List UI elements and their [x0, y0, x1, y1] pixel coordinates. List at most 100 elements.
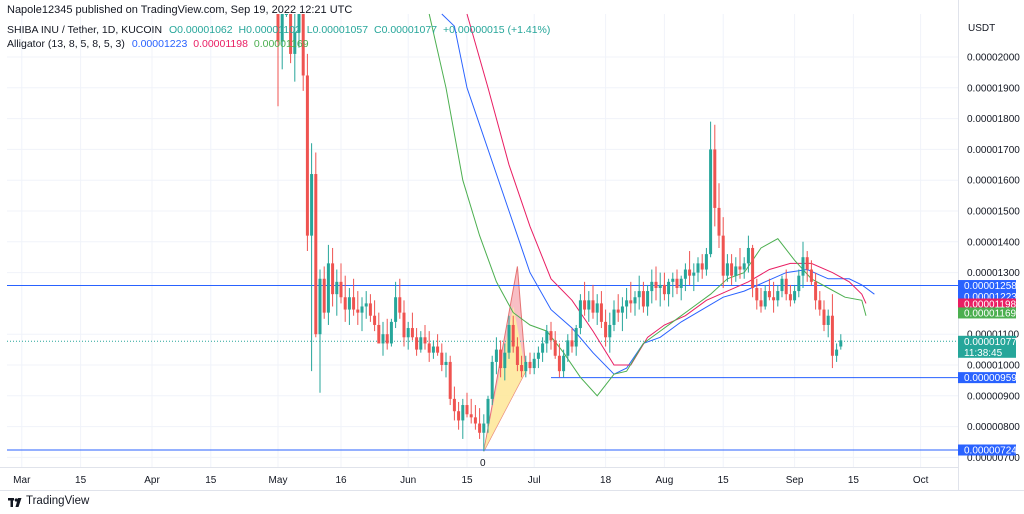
- candle-body: [700, 263, 704, 270]
- currency-unit: USDT: [968, 23, 996, 34]
- y-tick-label: 0.00001800: [967, 114, 1020, 125]
- candle-body: [394, 297, 398, 322]
- candle-body: [436, 346, 440, 353]
- candle-body: [541, 343, 545, 353]
- candle-body: [671, 278, 675, 282]
- candle-body: [570, 340, 574, 347]
- indicator-title[interactable]: Alligator (13, 8, 5, 8, 5, 3): [7, 38, 125, 50]
- price-badge: [958, 444, 1016, 456]
- candle-body: [641, 291, 645, 307]
- jaw-value: 0.00001223: [131, 38, 188, 50]
- candle-body: [742, 263, 746, 270]
- lips-value: 0.00001169: [253, 38, 309, 50]
- open-value: O0.00001062: [168, 24, 233, 36]
- y-tick-label: 0.00001900: [967, 83, 1020, 94]
- symbol-title[interactable]: SHIBA INU / Tether, 1D, KUCOIN: [7, 24, 163, 36]
- y-tick-label: 0.00001600: [967, 176, 1020, 187]
- candle-body: [767, 291, 771, 298]
- alligator-jaw-line: [441, 13, 875, 375]
- x-tick-label: Oct: [913, 475, 929, 486]
- y-tick-label: 0.00002000: [967, 53, 1020, 64]
- candle-body: [662, 284, 666, 295]
- candle-body: [566, 340, 570, 356]
- candle-body: [755, 288, 759, 301]
- candle-body: [486, 398, 490, 424]
- candle-body: [419, 337, 423, 350]
- candle-body: [675, 278, 679, 288]
- tradingview-logo-icon[interactable]: [8, 497, 24, 508]
- footer-bar: TradingView: [0, 490, 1024, 514]
- candle-body: [461, 405, 465, 421]
- candle-body: [608, 324, 612, 338]
- candle-body: [717, 207, 721, 236]
- x-tick-label: 15: [848, 475, 860, 486]
- candle-body: [616, 309, 620, 313]
- y-tick-label: 0.00001400: [967, 237, 1020, 248]
- candle-body: [797, 275, 801, 292]
- price-badge-label: 0.00001077: [964, 337, 1017, 348]
- candle-body: [331, 263, 335, 295]
- candle-body: [809, 269, 813, 282]
- candle-body: [574, 328, 578, 347]
- pattern-annotation[interactable]: 0: [480, 266, 527, 469]
- candle-body: [276, 14, 280, 42]
- candle-body: [759, 300, 763, 307]
- x-tick-label: 15: [205, 475, 217, 486]
- candle-body: [473, 417, 477, 424]
- candle-body: [478, 423, 482, 433]
- candle-body: [683, 269, 687, 279]
- x-tick-label: Mar: [13, 475, 31, 486]
- candle-body: [381, 334, 385, 344]
- candle-body: [482, 423, 486, 433]
- alligator-lips-line: [428, 13, 867, 397]
- candle-body: [822, 309, 826, 325]
- alligator-teeth-line: [466, 13, 867, 366]
- time-axis[interactable]: Mar 15 Apr 15 May 16 Jun 15 Jul 18 Aug 15 Sep 15 Oct: [0, 467, 958, 487]
- candle-body: [385, 334, 389, 344]
- y-tick-label: 0.00001700: [967, 145, 1020, 156]
- candle-body: [524, 361, 528, 372]
- x-tick-label: Jun: [400, 475, 416, 486]
- candle-body: [679, 278, 683, 288]
- candle-body: [469, 414, 473, 418]
- candle-body: [633, 297, 637, 304]
- y-tick-label: 0.00000700: [967, 453, 1020, 464]
- candle-body: [318, 278, 322, 335]
- candle-body: [440, 352, 444, 365]
- candle-body: [625, 300, 629, 307]
- grid-lines: [7, 14, 958, 467]
- candle-body: [335, 281, 339, 295]
- candle-body: [839, 340, 843, 347]
- candle-body: [326, 263, 330, 313]
- price-badge-label: 0.00001258: [964, 281, 1017, 292]
- brand-name[interactable]: TradingView: [26, 495, 90, 507]
- candle-body: [406, 328, 410, 338]
- high-value: H0.00001102: [238, 24, 301, 36]
- candle-body: [650, 281, 654, 292]
- candle-body: [835, 349, 839, 356]
- symbol-legend: SHIBA INU / Tether, 1D, KUCOIN O0.000010…: [7, 24, 553, 36]
- candle-body: [658, 284, 662, 288]
- candle-body: [801, 257, 805, 276]
- candle-body: [545, 331, 549, 344]
- price-badge-label: 0.00000959: [964, 373, 1017, 384]
- countdown-label: 11:38:45: [964, 348, 1003, 359]
- candle-body: [763, 291, 767, 307]
- price-axis[interactable]: 0.00002000 0.00001900 0.00001800 0.00001700…: [958, 0, 1021, 490]
- candle-body: [549, 331, 553, 341]
- price-badge: [958, 298, 1016, 310]
- candle-body: [427, 343, 431, 353]
- candle-body: [511, 324, 515, 347]
- candle-body: [536, 352, 540, 359]
- publisher-line: Napole12345 published on TradingView.com…: [7, 4, 353, 16]
- x-tick-label: 15: [461, 475, 473, 486]
- candle-body: [788, 294, 792, 301]
- candle-body: [587, 300, 591, 310]
- candle-body: [410, 328, 414, 338]
- candle-body: [696, 263, 700, 273]
- x-tick-label: 18: [600, 475, 612, 486]
- price-badge-label: 0.00001223: [964, 292, 1017, 303]
- price-badge-label: 0.00001169: [964, 308, 1017, 319]
- candle-body: [465, 405, 469, 415]
